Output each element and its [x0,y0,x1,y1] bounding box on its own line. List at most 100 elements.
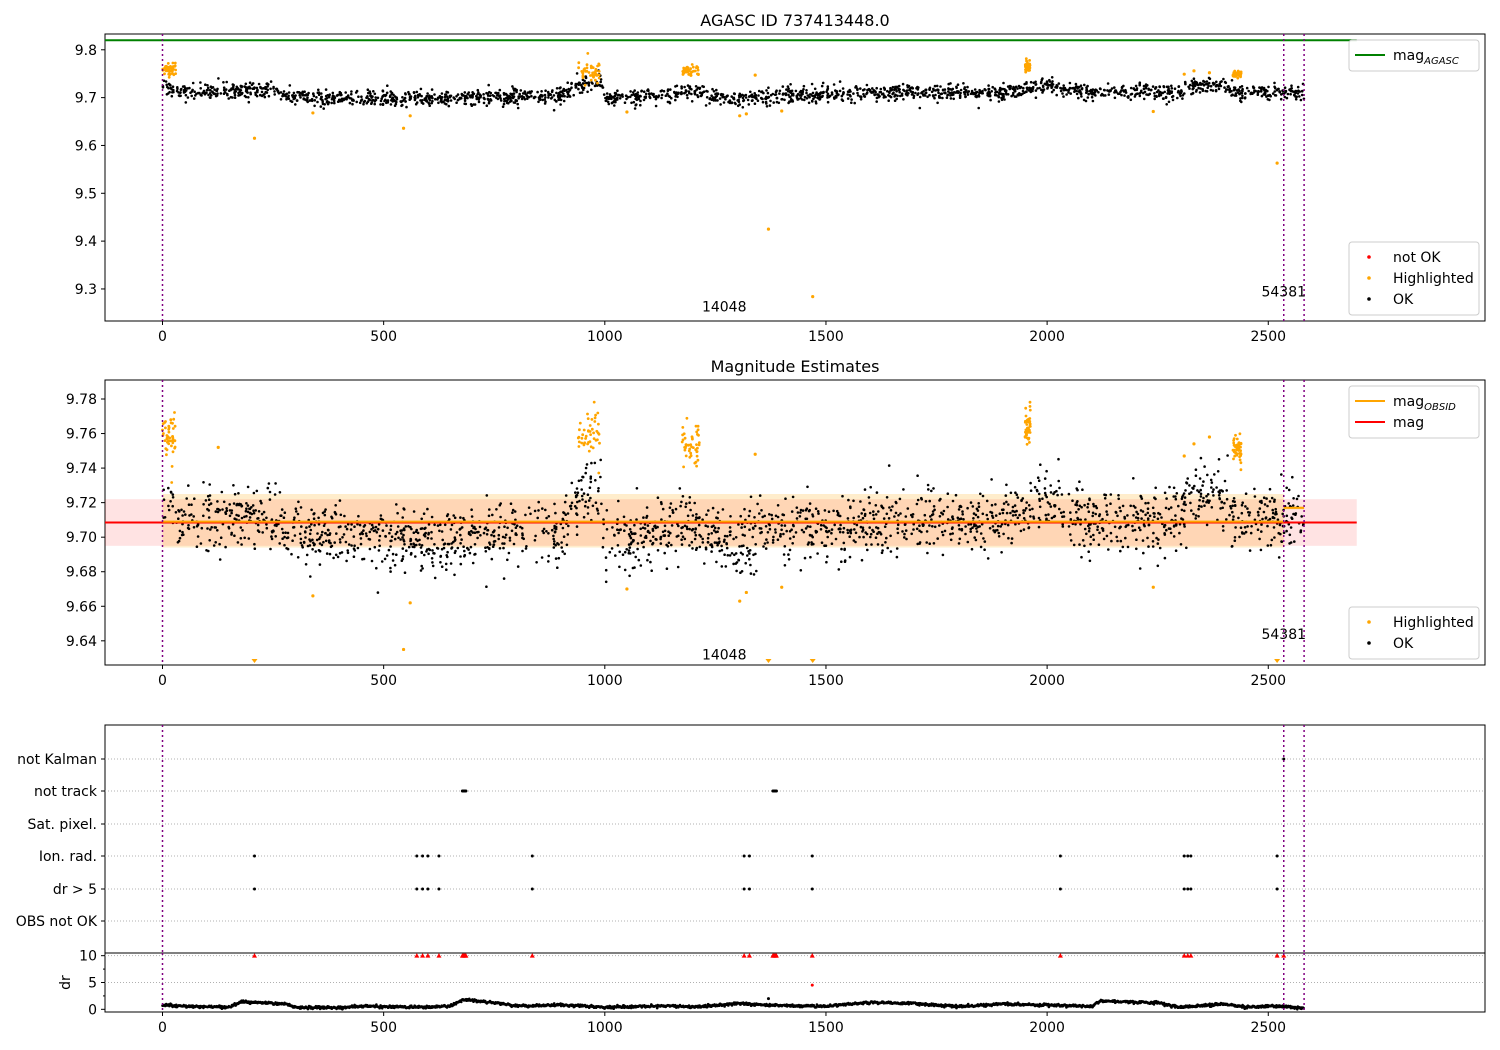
data-point-ok [305,98,309,101]
data-point-ok [491,513,494,517]
data-point-ok [790,93,794,96]
data-point-highlighted [738,599,742,603]
data-point-highlighted [1027,69,1030,72]
data-point-ok [285,547,288,550]
data-point-highlighted [584,434,588,438]
data-point-ok [248,86,252,90]
data-point-ok [452,96,456,99]
data-point-ok [853,528,856,531]
data-point-ok [373,545,377,549]
data-point-ok [381,103,385,106]
data-point-ok [623,568,627,572]
flag-point [421,887,425,891]
data-point-ok [423,535,427,538]
data-point-ok [1123,517,1127,520]
data-point-ok [568,95,572,98]
data-point-ok [348,101,352,105]
data-point-ok [959,517,963,520]
data-point-ok [425,94,429,98]
data-point-highlighted [582,68,586,71]
data-point-ok [1164,506,1168,510]
data-point-ok [515,524,519,527]
data-point-ok [800,528,804,532]
data-point-ok [895,90,898,93]
data-point-ok [371,95,374,98]
flag-point [1186,887,1190,891]
data-point-highlighted [589,74,592,77]
data-point-ok [224,512,228,515]
data-point-ok [965,89,968,92]
data-point-ok [794,89,798,93]
data-point-ok [997,535,1001,538]
data-point-ok [1202,83,1206,87]
data-point-ok [1215,486,1218,489]
data-point-ok [313,104,316,108]
data-point-ok [326,100,329,103]
data-point-ok [951,532,954,535]
data-point-ok [555,91,558,95]
data-point-ok [805,97,809,100]
data-point-highlighted [252,136,257,140]
data-point-ok [179,88,183,92]
data-point-ok [415,90,419,94]
data-point-ok [1170,84,1173,88]
data-point-ok [860,512,863,515]
data-point-ok [820,541,824,544]
data-point-ok [662,89,666,93]
data-point-ok [338,551,342,555]
data-point-ok [311,548,314,551]
y-tick-label: 5 [88,976,97,992]
data-point-highlighted [163,439,167,442]
data-point-ok [373,92,377,96]
data-point-ok [1260,523,1263,526]
data-point-ok [996,524,1000,528]
data-point-ok [502,91,506,95]
data-point-ok [445,90,448,94]
data-point-ok [1224,90,1227,93]
data-point-ok [701,518,704,521]
data-point-ok [766,541,769,544]
data-point-ok [695,516,698,519]
data-point-ok [1256,510,1260,514]
data-point-ok [985,513,989,517]
data-point-ok [1065,88,1068,92]
data-point-ok [587,499,591,502]
data-point-ok [425,100,429,103]
data-point-ok [454,538,457,541]
data-point-ok [950,91,954,94]
data-point-ok [214,94,218,98]
data-point-ok [291,539,294,542]
data-point-ok [806,485,809,489]
data-point-ok [1151,85,1155,88]
data-point-ok [511,508,515,512]
data-point-ok [1289,92,1292,96]
data-point-ok [358,532,362,536]
data-point-ok [883,88,886,91]
data-point-ok [590,88,593,92]
data-point-highlighted [586,412,589,416]
data-point-ok [292,91,296,95]
data-point-ok [572,93,575,97]
data-point-ok [688,86,691,89]
data-point-highlighted [597,62,601,66]
data-point-ok [376,96,380,100]
data-point-ok [895,547,899,550]
data-point-ok [1093,90,1097,94]
data-point-ok [275,87,278,91]
data-point-ok [602,536,605,540]
data-point-ok [1147,87,1150,91]
data-point-ok [976,515,980,519]
data-point-ok [456,546,460,550]
data-point-ok [1244,92,1247,95]
data-point-ok [1230,545,1234,548]
data-point-ok [817,96,820,100]
data-point-ok [1273,81,1276,85]
data-point-ok [387,548,391,552]
data-point-highlighted [694,424,698,428]
data-point-ok [1113,525,1117,529]
data-point-highlighted [592,437,596,440]
data-point-ok [499,502,503,505]
data-point-highlighted [164,426,167,430]
data-point-ok [880,551,884,555]
data-point-ok [662,534,665,537]
